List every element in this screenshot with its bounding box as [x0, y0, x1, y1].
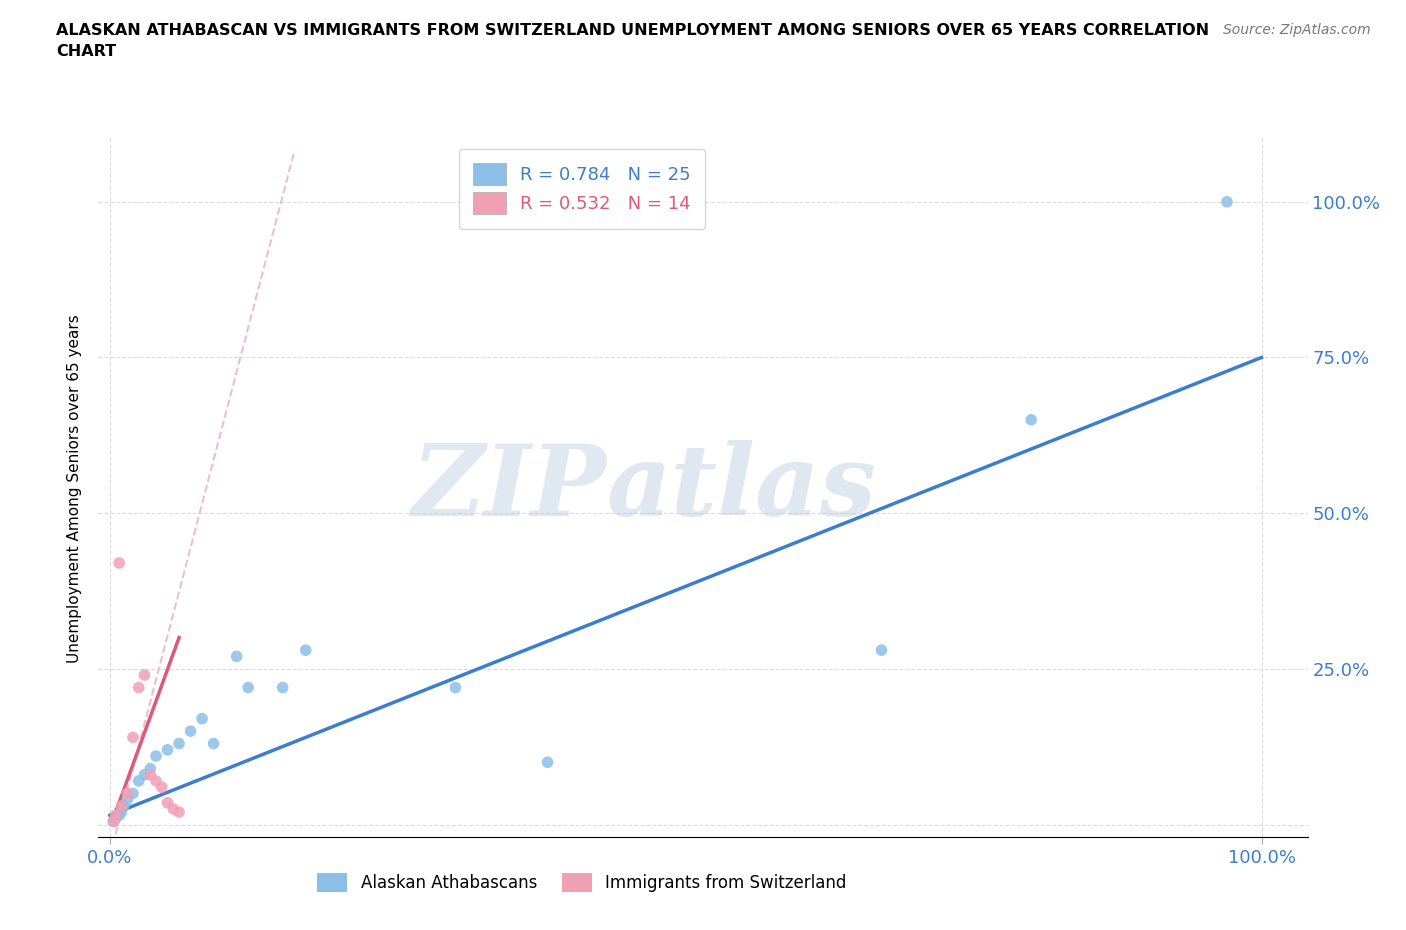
Point — [870, 643, 893, 658]
Y-axis label: Unemployment Among Seniors over 65 years: Unemployment Among Seniors over 65 years — [67, 314, 83, 662]
Point — [202, 737, 225, 751]
Point — [139, 767, 162, 782]
Point — [191, 711, 214, 726]
Point — [145, 774, 167, 789]
Point — [271, 680, 294, 695]
Point — [180, 724, 202, 738]
Point — [128, 680, 150, 695]
Legend: Alaskan Athabascans, Immigrants from Switzerland: Alaskan Athabascans, Immigrants from Swi… — [311, 866, 853, 898]
Point — [236, 680, 259, 695]
Point — [225, 649, 247, 664]
Text: Source: ZipAtlas.com: Source: ZipAtlas.com — [1223, 23, 1371, 37]
Point — [115, 786, 138, 801]
Point — [145, 749, 167, 764]
Point — [444, 680, 467, 695]
Point — [112, 799, 135, 814]
Point — [294, 643, 316, 658]
Point — [134, 668, 156, 683]
Point — [134, 767, 156, 782]
Point — [122, 786, 145, 801]
Point — [103, 814, 125, 829]
Point — [108, 555, 131, 570]
Point — [110, 799, 132, 814]
Point — [167, 804, 190, 819]
Point — [103, 814, 125, 829]
Point — [108, 808, 131, 823]
Point — [115, 792, 138, 807]
Point — [150, 779, 173, 794]
Point — [156, 795, 179, 810]
Point — [104, 811, 127, 826]
Point — [104, 808, 127, 823]
Text: ZIP: ZIP — [412, 440, 606, 537]
Point — [1019, 412, 1042, 427]
Point — [167, 737, 190, 751]
Text: atlas: atlas — [606, 440, 876, 537]
Point — [162, 802, 184, 817]
Point — [122, 730, 145, 745]
Text: CHART: CHART — [56, 44, 117, 59]
Point — [139, 761, 162, 776]
Point — [156, 742, 179, 757]
Point — [110, 804, 132, 819]
Point — [1216, 194, 1239, 209]
Point — [536, 755, 558, 770]
Point — [128, 774, 150, 789]
Text: ALASKAN ATHABASCAN VS IMMIGRANTS FROM SWITZERLAND UNEMPLOYMENT AMONG SENIORS OVE: ALASKAN ATHABASCAN VS IMMIGRANTS FROM SW… — [56, 23, 1209, 38]
